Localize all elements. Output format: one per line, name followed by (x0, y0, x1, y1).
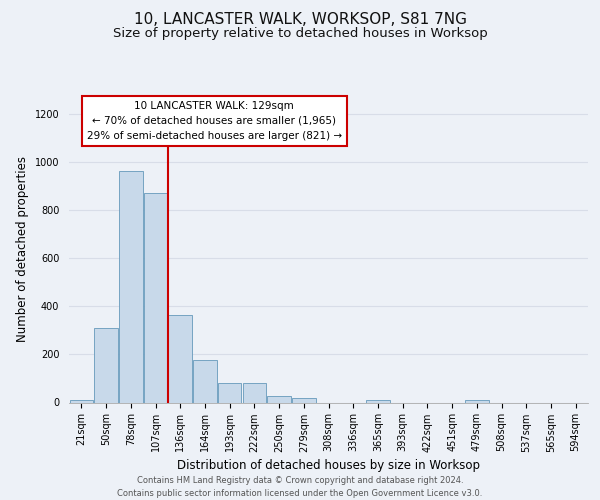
Bar (465, 400, 488, 402)
Bar (366, 400, 389, 402)
Bar (169, 315, 192, 402)
Bar (94, 328, 118, 402)
Bar (119, 170, 143, 402)
X-axis label: Distribution of detached houses by size in Worksop: Distribution of detached houses by size … (177, 458, 480, 471)
Bar (268, 396, 291, 402)
Bar (292, 398, 316, 402)
Text: Contains HM Land Registry data © Crown copyright and database right 2024.
Contai: Contains HM Land Registry data © Crown c… (118, 476, 482, 498)
Bar (242, 384, 266, 402)
Bar (70, 400, 93, 402)
Bar (193, 360, 217, 403)
Bar (144, 194, 167, 402)
Bar (218, 384, 241, 402)
Text: Size of property relative to detached houses in Worksop: Size of property relative to detached ho… (113, 28, 487, 40)
Text: 10, LANCASTER WALK, WORKSOP, S81 7NG: 10, LANCASTER WALK, WORKSOP, S81 7NG (133, 12, 467, 28)
Text: 10 LANCASTER WALK: 129sqm
← 70% of detached houses are smaller (1,965)
29% of se: 10 LANCASTER WALK: 129sqm ← 70% of detac… (87, 101, 342, 141)
Y-axis label: Number of detached properties: Number of detached properties (16, 156, 29, 342)
